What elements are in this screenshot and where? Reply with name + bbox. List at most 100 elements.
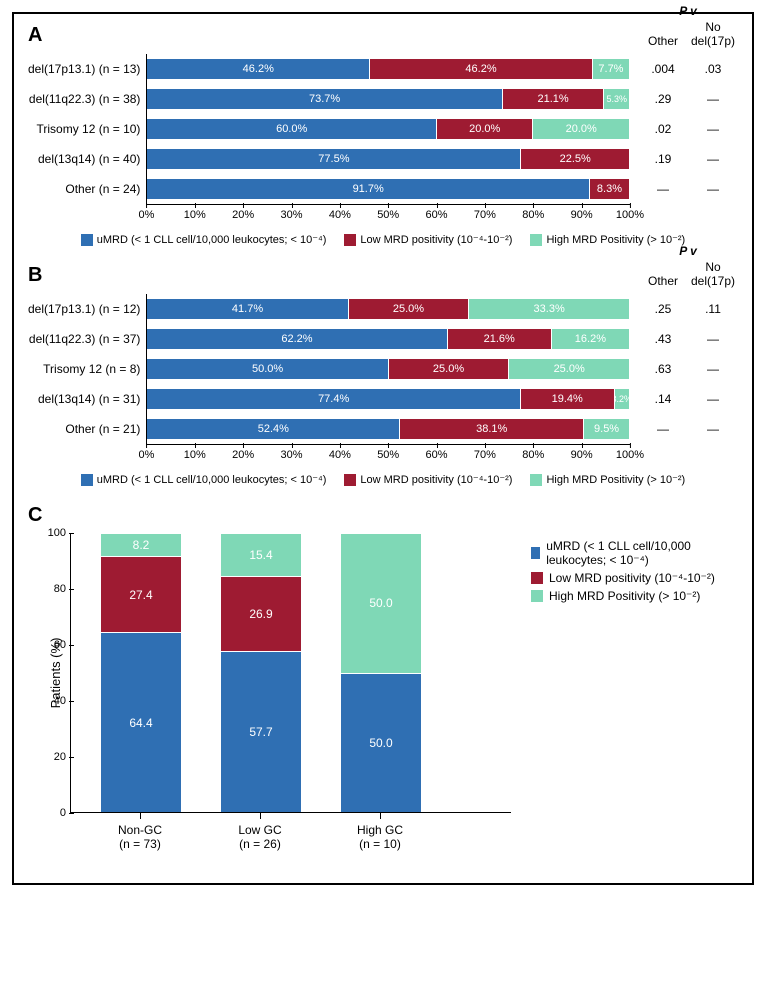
- pvalue-row: .29—: [638, 84, 738, 114]
- bar-segment-high: 9.5%: [584, 418, 630, 440]
- category-label: del(11q22.3) (n = 37): [28, 324, 140, 354]
- x-tick: 0%: [138, 449, 154, 461]
- bar-segment-umrd: 64.4: [101, 632, 181, 812]
- legend-swatch: [531, 590, 543, 602]
- p-other: .19: [638, 144, 688, 174]
- bar-segment-umrd: 50.0%: [147, 358, 388, 380]
- pv-title: P v: [638, 4, 738, 18]
- x-tick: 90%: [571, 449, 593, 461]
- panel-b-legend: uMRD (< 1 CLL cell/10,000 leukocytes; < …: [28, 473, 738, 486]
- bar-row: 52.4%38.1%9.5%: [147, 414, 630, 444]
- bar-segment-low: 25.0%: [349, 298, 470, 320]
- panel-a-ylabels: del(17p13.1) (n = 13)del(11q22.3) (n = 3…: [28, 54, 146, 227]
- legend-swatch: [530, 474, 542, 486]
- bar-row: 77.4%19.4%3.2%: [147, 384, 630, 414]
- p-other: .63: [638, 354, 688, 384]
- legend-swatch: [531, 547, 540, 559]
- x-tick: 20%: [232, 209, 254, 221]
- panel-b-label: B: [28, 264, 42, 287]
- category-label: Other (n = 24): [28, 174, 140, 204]
- bar-segment-umrd: 77.5%: [147, 148, 521, 170]
- p-other: —: [638, 174, 688, 204]
- p-no17p: .03: [688, 54, 738, 84]
- pvalue-row: .43—: [638, 324, 738, 354]
- p-no17p: —: [688, 414, 738, 444]
- bar-segment-high: 5.3%: [604, 88, 630, 110]
- bar-segment-high: 50.0: [341, 533, 421, 673]
- bar-segment-low: 21.1%: [503, 88, 605, 110]
- bar-segment-low: 38.1%: [400, 418, 584, 440]
- legend-label: High MRD Positivity (> 10⁻²): [549, 589, 700, 603]
- category-label: Other (n = 21): [28, 414, 140, 444]
- x-tick: 80%: [522, 449, 544, 461]
- stacked-bar: 57.726.915.4: [221, 533, 301, 812]
- bar-segment-low: 25.0%: [389, 358, 510, 380]
- legend-label: Low MRD positivity (10⁻⁴-10⁻²): [360, 473, 512, 486]
- panel-c-legend: uMRD (< 1 CLL cell/10,000 leukocytes; < …: [531, 529, 738, 851]
- p-no17p: —: [688, 84, 738, 114]
- legend-swatch: [530, 234, 542, 246]
- legend-swatch: [81, 474, 93, 486]
- category-label: Trisomy 12 (n = 8): [28, 354, 140, 384]
- x-tick: 40%: [329, 209, 351, 221]
- x-category-label: Non-GC(n = 73): [100, 813, 180, 851]
- stacked-bar: 64.427.48.2: [101, 533, 181, 812]
- p-other: .29: [638, 84, 688, 114]
- pvals-header-b: P v Other No del(17p): [638, 258, 738, 288]
- category-label: del(13q14) (n = 31): [28, 384, 140, 414]
- bar-segment-high: 20.0%: [533, 118, 630, 140]
- x-tick: 60%: [426, 209, 448, 221]
- panel-a-xaxis: 0%10%20%30%40%50%60%70%80%90%100%: [146, 207, 630, 227]
- legend-label: uMRD (< 1 CLL cell/10,000 leukocytes; < …: [97, 473, 327, 486]
- pvalue-row: .004.03: [638, 54, 738, 84]
- y-tick: 60: [54, 639, 66, 651]
- bar-segment-low: 46.2%: [370, 58, 593, 80]
- panel-b-pvals: .25.11.43—.63—.14———: [630, 294, 738, 467]
- x-tick: 30%: [280, 449, 302, 461]
- x-tick: 70%: [474, 449, 496, 461]
- panel-a: A P v Other No del(17p) del(17p13.1) (n …: [28, 24, 738, 246]
- x-tick: 0%: [138, 209, 154, 221]
- x-category-label: High GC(n = 10): [340, 813, 420, 851]
- bar-segment-umrd: 52.4%: [147, 418, 400, 440]
- y-tick: 0: [60, 807, 66, 819]
- x-tick: 40%: [329, 449, 351, 461]
- bar-segment-umrd: 60.0%: [147, 118, 437, 140]
- bar-segment-low: 8.3%: [590, 178, 630, 200]
- pv-col-other: Other: [638, 34, 688, 48]
- bar-row: 50.0%25.0%25.0%: [147, 354, 630, 384]
- panel-b-chart: 41.7%25.0%33.3%62.2%21.6%16.2%50.0%25.0%…: [146, 294, 630, 445]
- bar-row: 77.5%22.5%: [147, 144, 630, 174]
- pvalue-row: ——: [638, 174, 738, 204]
- legend-item-umrd: uMRD (< 1 CLL cell/10,000 leukocytes; < …: [81, 233, 327, 246]
- pvalue-row: .14—: [638, 384, 738, 414]
- bar-segment-high: 16.2%: [552, 328, 630, 350]
- x-category-label: Low GC(n = 26): [220, 813, 300, 851]
- bar-segment-umrd: 73.7%: [147, 88, 502, 110]
- p-other: .14: [638, 384, 688, 414]
- x-tick: 20%: [232, 449, 254, 461]
- bar-segment-low: 26.9: [221, 576, 301, 651]
- pv-title-b: P v: [638, 244, 738, 258]
- bar-row: 73.7%21.1%5.3%: [147, 84, 630, 114]
- x-tick: 60%: [426, 449, 448, 461]
- panel-c-plot: 64.427.48.2 57.726.915.4 50.050.0: [71, 533, 511, 813]
- p-no17p: —: [688, 114, 738, 144]
- bar-segment-umrd: 62.2%: [147, 328, 447, 350]
- y-tick: 20: [54, 751, 66, 763]
- category-label: del(13q14) (n = 40): [28, 144, 140, 174]
- pvalue-row: .25.11: [638, 294, 738, 324]
- legend-item-high: High MRD Positivity (> 10⁻²): [531, 589, 738, 603]
- x-tick: 70%: [474, 209, 496, 221]
- panel-c-yaxis: Patients (%) 020406080100: [28, 533, 71, 813]
- legend-item-low: Low MRD positivity (10⁻⁴-10⁻²): [531, 571, 738, 585]
- bar-segment-high: 33.3%: [469, 298, 630, 320]
- bar-row: 60.0%20.0%20.0%: [147, 114, 630, 144]
- stacked-bar: 50.050.0: [341, 533, 421, 812]
- panel-a-label: A: [28, 24, 42, 47]
- figure-frame: A P v Other No del(17p) del(17p13.1) (n …: [12, 12, 754, 885]
- bar-segment-umrd: 57.7: [221, 651, 301, 812]
- bar-segment-umrd: 77.4%: [147, 388, 521, 410]
- x-tick: 100%: [616, 209, 644, 221]
- y-tick: 80: [54, 583, 66, 595]
